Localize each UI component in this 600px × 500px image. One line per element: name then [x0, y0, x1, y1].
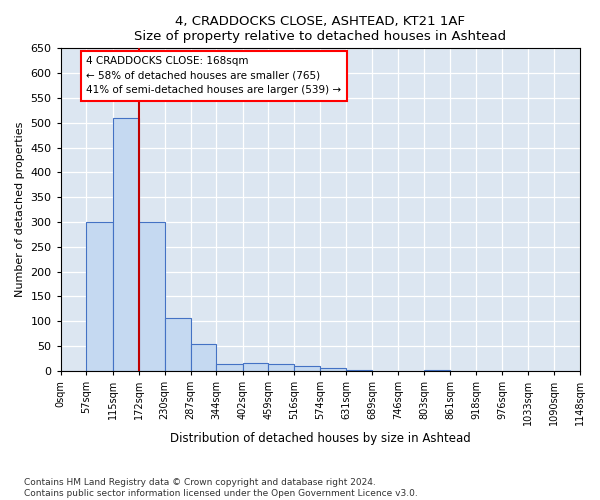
- Y-axis label: Number of detached properties: Number of detached properties: [15, 122, 25, 297]
- Bar: [217, 364, 242, 371]
- Bar: [191, 344, 217, 371]
- Bar: [242, 364, 268, 371]
- Bar: [320, 368, 346, 371]
- Title: 4, CRADDOCKS CLOSE, ASHTEAD, KT21 1AF
Size of property relative to detached hous: 4, CRADDOCKS CLOSE, ASHTEAD, KT21 1AF Si…: [134, 15, 506, 43]
- Bar: [294, 366, 320, 371]
- Bar: [86, 222, 113, 371]
- Text: Contains HM Land Registry data © Crown copyright and database right 2024.
Contai: Contains HM Land Registry data © Crown c…: [24, 478, 418, 498]
- Bar: [139, 222, 165, 371]
- Text: 4 CRADDOCKS CLOSE: 168sqm
← 58% of detached houses are smaller (765)
41% of semi: 4 CRADDOCKS CLOSE: 168sqm ← 58% of detac…: [86, 56, 341, 96]
- Bar: [165, 318, 191, 371]
- X-axis label: Distribution of detached houses by size in Ashtead: Distribution of detached houses by size …: [170, 432, 471, 445]
- Bar: [268, 364, 294, 371]
- Bar: [113, 118, 139, 371]
